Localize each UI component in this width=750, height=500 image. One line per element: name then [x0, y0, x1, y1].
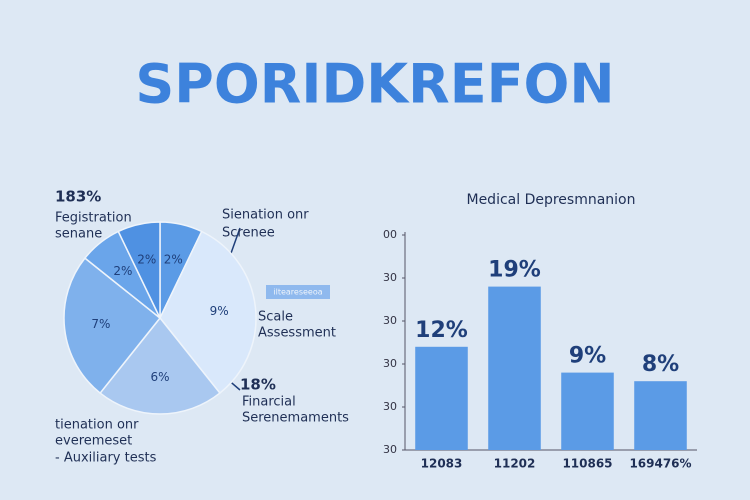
y-tick-label: 30: [383, 443, 397, 456]
annotation: senane: [55, 227, 102, 242]
slice-label: 2%: [137, 252, 156, 266]
annotation: Finarcial: [242, 395, 296, 410]
x-tick-label: 110865: [562, 457, 612, 471]
chart-title: Medical Depresmnanion: [466, 192, 635, 208]
bar: [488, 286, 541, 450]
pie-slice: [117, 221, 161, 319]
pie-slice: [159, 230, 257, 395]
annotation: Screnee: [222, 226, 275, 241]
annotation: 18%: [240, 376, 276, 394]
bar: [561, 372, 614, 450]
annotation: Scale: [258, 310, 293, 325]
annotation: everemeset: [55, 434, 132, 449]
slice-label: 6%: [150, 370, 169, 384]
pie-slice: [63, 257, 162, 395]
slice-label: 9%: [210, 304, 229, 318]
slice-label: 2%: [113, 264, 132, 278]
annotation: - Auxiliary tests: [55, 451, 157, 466]
main-title: SPORIDKREFON: [135, 53, 614, 116]
slice-label: 2%: [164, 252, 183, 266]
bar: [634, 381, 687, 450]
bar-value-label: 12%: [415, 318, 468, 343]
x-tick-label: 169476%: [629, 457, 691, 471]
bar-value-label: 9%: [569, 344, 606, 369]
annotation: Sienation onr: [222, 208, 309, 223]
annotation: Serenemaments: [242, 411, 349, 426]
pie-slice: [99, 316, 221, 415]
annotation: Assessment: [258, 326, 336, 341]
annotation: 183%: [55, 188, 101, 206]
annotation: tienation onr: [55, 418, 139, 433]
x-tick-label: 11202: [494, 457, 536, 471]
label-box: [266, 285, 330, 299]
slice-label: 7%: [91, 317, 110, 331]
y-tick-label: 30: [383, 271, 397, 284]
y-tick-label: 30: [383, 314, 397, 327]
annotation: ilteareseeoa: [273, 288, 322, 297]
y-tick-label: 30: [383, 357, 397, 370]
y-tick-label: 00: [383, 228, 397, 241]
bar-value-label: 19%: [488, 258, 541, 283]
bar: [415, 346, 468, 450]
annotation: Fegistration: [55, 211, 132, 226]
x-tick-label: 12083: [421, 457, 463, 471]
y-tick-label: 30: [383, 400, 397, 413]
bar-value-label: 8%: [642, 352, 679, 377]
